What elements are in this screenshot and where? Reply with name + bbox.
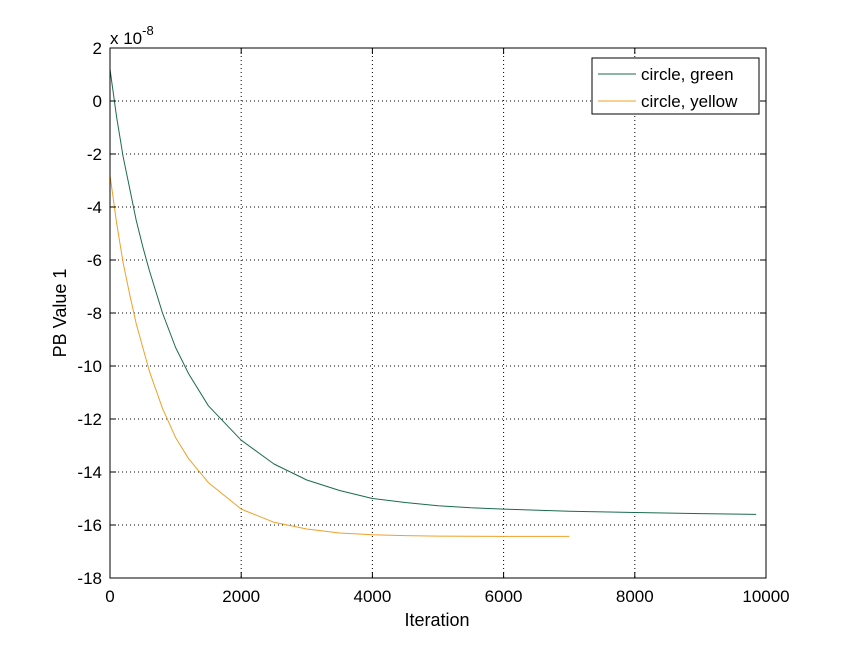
legend-entries: circle, green circle, yellow xyxy=(598,65,738,111)
grid-lines xyxy=(110,48,766,578)
y-tick-label: -4 xyxy=(87,198,102,217)
tick-marks xyxy=(109,47,767,579)
y-tick-label: -18 xyxy=(77,569,102,588)
exponent-base: x 10 xyxy=(110,29,142,48)
y-tick-label: 0 xyxy=(93,92,102,111)
y-tick-label: -14 xyxy=(77,463,102,482)
x-tick-label: 10000 xyxy=(742,587,789,606)
y-tick-label: -2 xyxy=(87,145,102,164)
y-tick-label: -10 xyxy=(77,357,102,376)
y-tick-label: -16 xyxy=(77,516,102,535)
x-tick-label: 4000 xyxy=(353,587,391,606)
x-axis-label: Iteration xyxy=(404,610,469,630)
y-tick-label: -8 xyxy=(87,304,102,323)
series-line-2 xyxy=(109,175,570,537)
legend-box xyxy=(591,57,760,115)
x-tick-labels: 0 2000 4000 6000 8000 10000 xyxy=(105,587,789,606)
legend: circle, green circle, yellow xyxy=(591,57,760,115)
y-tick-labels: -18 -16 -14 -12 -10 -8 -6 -4 -2 0 2 xyxy=(77,39,102,588)
exponent-power: -8 xyxy=(142,23,154,38)
x-tick-label: 2000 xyxy=(222,587,260,606)
x-tick-label: 8000 xyxy=(616,587,654,606)
y-tick-label: -12 xyxy=(77,410,102,429)
series-lines xyxy=(109,69,757,537)
series-line-1 xyxy=(109,69,757,515)
y-tick-label: 2 xyxy=(93,39,102,58)
legend-label: circle, green xyxy=(641,65,734,84)
x-tick-label: 0 xyxy=(105,587,114,606)
exponent-label: x 10-8 xyxy=(110,23,154,48)
x-tick-label: 6000 xyxy=(485,587,523,606)
legend-label: circle, yellow xyxy=(641,92,738,111)
y-axis-label: PB Value 1 xyxy=(50,269,70,358)
y-tick-label: -6 xyxy=(87,251,102,270)
